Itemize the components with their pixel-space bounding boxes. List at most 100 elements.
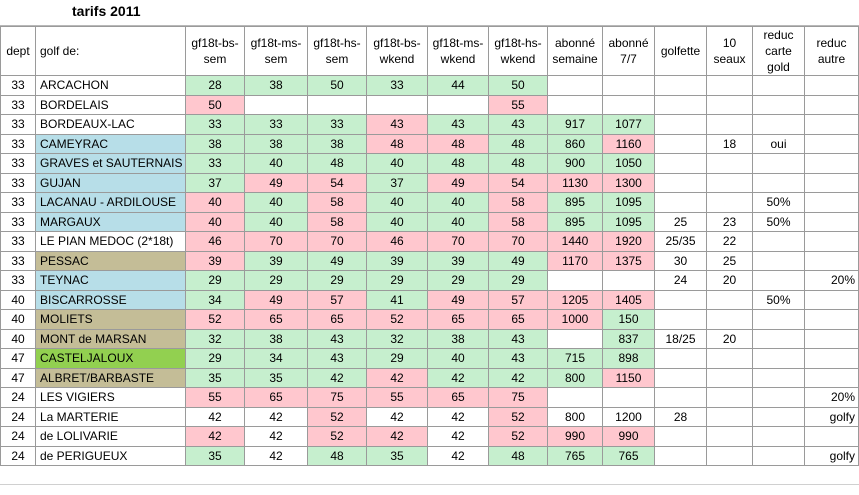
cell-gf18t-hs-sem[interactable]: 38 (307, 133, 367, 154)
cell-gf18t-hs-wkend[interactable]: 65 (488, 309, 548, 330)
cell-gf18t-bs-wkend[interactable]: 42 (366, 426, 428, 447)
cell-reduc-autre[interactable] (804, 94, 859, 115)
cell-dept[interactable]: 33 (0, 192, 36, 213)
cell-abonne-semaine[interactable]: 1170 (547, 250, 603, 271)
header-gf18t-ms-wkend[interactable]: gf18t-ms-wkend (427, 26, 489, 76)
cell-golf-name[interactable]: de PERIGUEUX (35, 445, 186, 466)
cell-gf18t-hs-sem[interactable]: 29 (307, 270, 367, 291)
cell-gf18t-hs-sem[interactable]: 54 (307, 172, 367, 193)
cell-gf18t-ms-sem[interactable]: 49 (244, 289, 308, 310)
cell-abonne-7-7[interactable]: 837 (602, 328, 655, 349)
cell-reduc-carte-gold[interactable] (752, 172, 805, 193)
cell-gf18t-bs-wkend[interactable]: 33 (366, 75, 428, 96)
cell-10-seaux[interactable]: 20 (706, 270, 753, 291)
cell-abonne-7-7[interactable]: 1160 (602, 133, 655, 154)
cell-reduc-carte-gold[interactable]: 50% (752, 192, 805, 213)
cell-golfette[interactable] (654, 445, 707, 466)
cell-gf18t-ms-wkend[interactable]: 42 (427, 367, 489, 388)
cell-abonne-7-7[interactable]: 1200 (602, 406, 655, 427)
cell-gf18t-ms-sem[interactable]: 40 (244, 192, 308, 213)
cell-gf18t-ms-wkend[interactable]: 40 (427, 348, 489, 369)
cell-gf18t-ms-sem[interactable]: 70 (244, 231, 308, 252)
cell-10-seaux[interactable]: 22 (706, 231, 753, 252)
cell-gf18t-bs-wkend[interactable]: 41 (366, 289, 428, 310)
cell-gf18t-hs-sem[interactable]: 48 (307, 153, 367, 174)
cell-gf18t-bs-wkend[interactable]: 39 (366, 250, 428, 271)
cell-gf18t-bs-sem[interactable]: 50 (185, 94, 245, 115)
cell-reduc-autre[interactable]: 20% (804, 387, 859, 408)
cell-gf18t-bs-sem[interactable]: 42 (185, 426, 245, 447)
cell-gf18t-hs-sem[interactable]: 65 (307, 309, 367, 330)
cell-gf18t-bs-sem[interactable]: 40 (185, 192, 245, 213)
cell-gf18t-ms-wkend[interactable]: 40 (427, 192, 489, 213)
cell-gf18t-bs-wkend[interactable]: 55 (366, 387, 428, 408)
header-golf-name[interactable]: golf de: (35, 26, 186, 76)
cell-golf-name[interactable]: BORDELAIS (35, 94, 186, 115)
cell-gf18t-bs-sem[interactable]: 33 (185, 114, 245, 135)
cell-abonne-7-7[interactable]: 990 (602, 426, 655, 447)
cell-abonne-semaine[interactable]: 895 (547, 211, 603, 232)
cell-gf18t-ms-wkend[interactable]: 38 (427, 328, 489, 349)
cell-gf18t-hs-sem[interactable]: 75 (307, 387, 367, 408)
header-gf18t-hs-sem[interactable]: gf18t-hs-sem (307, 26, 367, 76)
cell-10-seaux[interactable] (706, 192, 753, 213)
cell-gf18t-bs-wkend[interactable]: 29 (366, 270, 428, 291)
cell-golf-name[interactable]: LES VIGIERS (35, 387, 186, 408)
cell-abonne-7-7[interactable]: 1405 (602, 289, 655, 310)
cell-dept[interactable]: 33 (0, 75, 36, 96)
cell-gf18t-hs-sem[interactable]: 48 (307, 445, 367, 466)
cell-gf18t-ms-wkend[interactable]: 40 (427, 211, 489, 232)
cell-gf18t-hs-wkend[interactable]: 49 (488, 250, 548, 271)
cell-dept[interactable]: 24 (0, 426, 36, 447)
cell-reduc-autre[interactable] (804, 348, 859, 369)
cell-dept[interactable]: 33 (0, 172, 36, 193)
cell-10-seaux[interactable] (706, 406, 753, 427)
cell-gf18t-bs-wkend[interactable]: 43 (366, 114, 428, 135)
cell-gf18t-bs-wkend[interactable]: 35 (366, 445, 428, 466)
cell-gf18t-hs-sem[interactable]: 58 (307, 192, 367, 213)
cell-gf18t-ms-sem[interactable]: 38 (244, 328, 308, 349)
cell-10-seaux[interactable] (706, 445, 753, 466)
cell-gf18t-bs-wkend[interactable]: 29 (366, 348, 428, 369)
cell-golf-name[interactable]: LACANAU - ARDILOUSE (35, 192, 186, 213)
cell-golfette[interactable] (654, 94, 707, 115)
cell-golfette[interactable]: 25 (654, 211, 707, 232)
cell-golfette[interactable] (654, 309, 707, 330)
cell-golf-name[interactable]: MOLIETS (35, 309, 186, 330)
cell-abonne-semaine[interactable]: 900 (547, 153, 603, 174)
cell-dept[interactable]: 33 (0, 114, 36, 135)
cell-golf-name[interactable]: TEYNAC (35, 270, 186, 291)
cell-reduc-autre[interactable]: golfy (804, 406, 859, 427)
cell-reduc-autre[interactable]: 20% (804, 270, 859, 291)
cell-gf18t-bs-sem[interactable]: 29 (185, 270, 245, 291)
cell-10-seaux[interactable] (706, 94, 753, 115)
cell-gf18t-ms-sem[interactable]: 39 (244, 250, 308, 271)
cell-abonne-semaine[interactable]: 1440 (547, 231, 603, 252)
cell-abonne-semaine[interactable] (547, 387, 603, 408)
cell-reduc-autre[interactable] (804, 328, 859, 349)
cell-golf-name[interactable]: BORDEAUX-LAC (35, 114, 186, 135)
cell-reduc-carte-gold[interactable] (752, 114, 805, 135)
cell-reduc-autre[interactable] (804, 250, 859, 271)
cell-gf18t-hs-sem[interactable]: 42 (307, 367, 367, 388)
header-10-seaux[interactable]: 10 seaux (706, 26, 753, 76)
cell-dept[interactable]: 47 (0, 348, 36, 369)
cell-abonne-semaine[interactable]: 765 (547, 445, 603, 466)
cell-reduc-autre[interactable] (804, 211, 859, 232)
cell-reduc-carte-gold[interactable]: oui (752, 133, 805, 154)
cell-gf18t-hs-sem[interactable]: 49 (307, 250, 367, 271)
cell-golfette[interactable] (654, 172, 707, 193)
cell-gf18t-hs-wkend[interactable]: 43 (488, 348, 548, 369)
cell-abonne-7-7[interactable]: 1050 (602, 153, 655, 174)
cell-abonne-7-7[interactable]: 1300 (602, 172, 655, 193)
cell-gf18t-hs-wkend[interactable]: 48 (488, 445, 548, 466)
cell-10-seaux[interactable] (706, 289, 753, 310)
cell-gf18t-hs-wkend[interactable]: 75 (488, 387, 548, 408)
cell-dept[interactable]: 33 (0, 94, 36, 115)
header-gf18t-bs-wkend[interactable]: gf18t-bs-wkend (366, 26, 428, 76)
cell-10-seaux[interactable]: 25 (706, 250, 753, 271)
cell-gf18t-hs-wkend[interactable]: 70 (488, 231, 548, 252)
cell-gf18t-hs-sem[interactable]: 52 (307, 426, 367, 447)
header-abonne-7-7[interactable]: abonné 7/7 (602, 26, 655, 76)
cell-golfette[interactable]: 25/35 (654, 231, 707, 252)
